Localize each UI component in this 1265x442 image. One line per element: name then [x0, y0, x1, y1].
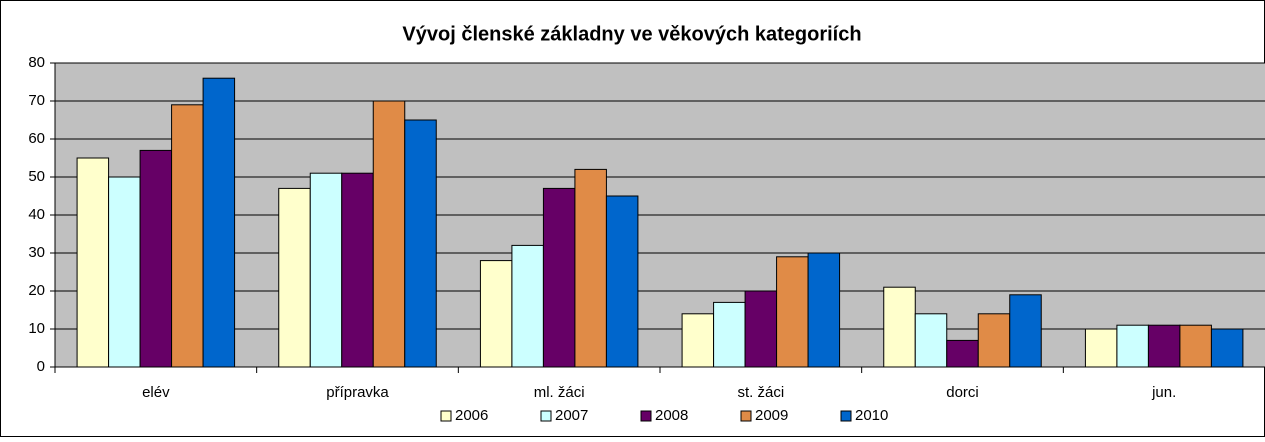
x-tick-label: elév: [142, 384, 170, 401]
x-tick-label: ml. žáci: [534, 384, 585, 401]
y-tick-label: 30: [28, 244, 45, 261]
bar: [76, 157, 110, 368]
x-tick-label: st. žáci: [737, 384, 784, 401]
y-tick-label: 0: [37, 358, 45, 375]
bar: [309, 172, 343, 368]
bar: [479, 260, 513, 368]
bar: [807, 252, 841, 368]
y-tick-label: 70: [28, 92, 45, 109]
y-tick-label: 60: [28, 130, 45, 147]
y-tick-label: 10: [28, 320, 45, 337]
legend-swatch: [440, 410, 452, 422]
legend-swatch: [640, 410, 652, 422]
chart-title: Vývoj členské základny ve věkových kateg…: [402, 23, 861, 45]
legend-label: 2010: [855, 407, 888, 424]
y-tick-label: 20: [28, 282, 45, 299]
y-tick-label: 50: [28, 168, 45, 185]
bar: [946, 339, 979, 368]
bar: [278, 187, 311, 368]
bar: [139, 149, 173, 368]
bar: [713, 301, 746, 368]
legend-label: 2009: [755, 407, 788, 424]
legend-label: 2008: [655, 407, 688, 424]
bar: [341, 172, 374, 368]
bar: [574, 168, 607, 368]
legend-swatch: [740, 410, 752, 422]
bar: [744, 290, 778, 368]
bar: [1009, 294, 1042, 368]
bar: [404, 119, 437, 368]
bar: [914, 313, 948, 368]
bar: [883, 286, 916, 368]
y-tick-label: 80: [28, 54, 45, 71]
bar: [681, 313, 715, 368]
bar: [1147, 324, 1181, 368]
bar: [542, 187, 576, 368]
bar: [1116, 324, 1149, 368]
legend-label: 2006: [455, 407, 488, 424]
bar: [776, 256, 809, 368]
bar: [605, 195, 639, 368]
bar: [372, 100, 406, 368]
legend-label: 2007: [555, 407, 588, 424]
bar: [511, 244, 544, 368]
y-tick-label: 40: [28, 206, 45, 223]
bar: [1210, 328, 1244, 368]
bar: [1084, 328, 1118, 368]
legend-swatch: [840, 410, 852, 422]
x-tick-label: dorci: [946, 384, 979, 401]
x-tick-label: přípravka: [326, 384, 389, 401]
x-tick-label: jun.: [1151, 384, 1176, 401]
bar: [202, 77, 236, 368]
bar: [108, 176, 141, 368]
bar: [1179, 324, 1212, 368]
legend-swatch: [540, 410, 552, 422]
bar: [171, 104, 204, 368]
bar: [977, 313, 1011, 368]
